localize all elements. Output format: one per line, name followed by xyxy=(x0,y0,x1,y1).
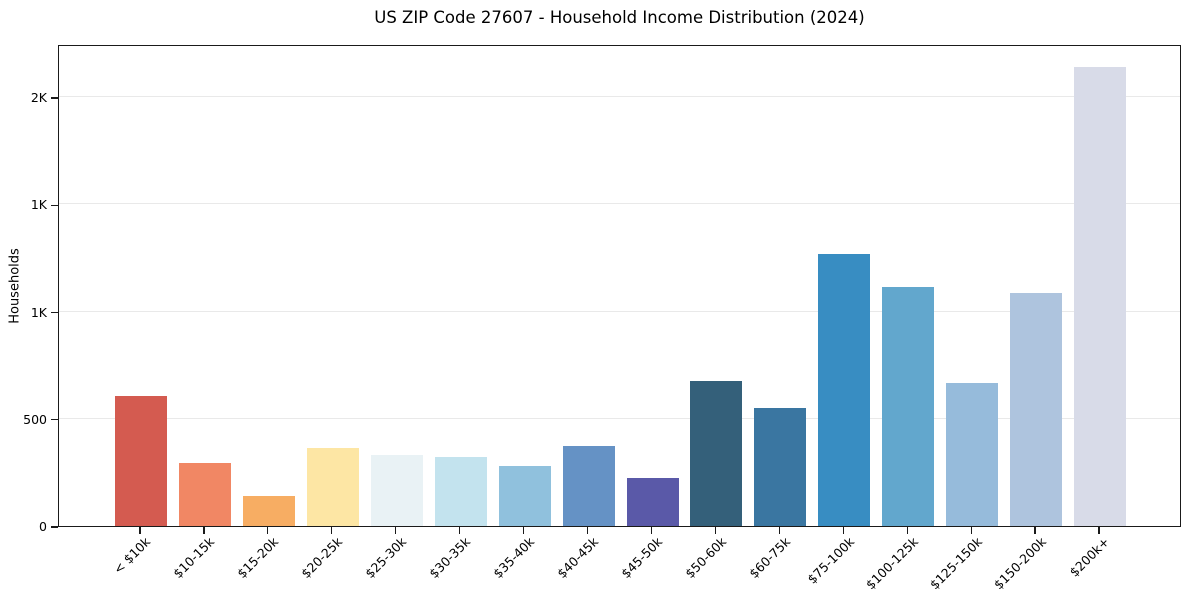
y-tick-mark xyxy=(51,204,58,206)
x-tick-label: $100-125k xyxy=(862,534,921,590)
x-tick-label: $35-40k xyxy=(490,534,538,582)
y-tick-mark xyxy=(51,526,58,528)
bar-$60-75k xyxy=(754,408,807,526)
x-tick-mark xyxy=(139,527,141,534)
x-tick-mark xyxy=(395,527,397,534)
x-tick-mark xyxy=(650,527,653,534)
y-tick-label: 0 xyxy=(39,519,47,535)
bar-$125-150k xyxy=(946,383,999,526)
bar-$20-25k xyxy=(306,447,359,526)
x-tick-mark xyxy=(970,527,972,534)
x-tick-mark xyxy=(203,527,205,534)
y-tick-label: 2K xyxy=(30,90,47,106)
y-tick-label: 1K xyxy=(30,197,47,213)
x-tick-label: $200k+ xyxy=(1066,534,1113,580)
x-tick-label: $75-100k xyxy=(804,534,857,587)
x-tick-label: $20-25k xyxy=(298,534,346,582)
y-tick-mark xyxy=(51,97,58,99)
bar-$15-20k xyxy=(242,496,295,526)
bar-$30-35k xyxy=(434,457,487,526)
x-tick-mark xyxy=(778,527,780,534)
x-tick-label: $10-15k xyxy=(170,534,218,582)
bar-$25-30k xyxy=(370,455,423,526)
x-tick-label: < $10k xyxy=(110,534,154,577)
chart-title: US ZIP Code 27607 - Household Income Dis… xyxy=(374,8,865,27)
gridline-1500 xyxy=(59,203,1180,205)
x-tick-mark xyxy=(586,527,589,534)
x-tick-mark xyxy=(714,527,717,534)
x-tick-label: $25-30k xyxy=(362,534,410,582)
y-tick-label: 500 xyxy=(23,411,47,427)
x-tick-label: $150-200k xyxy=(990,534,1049,590)
gridline-2000 xyxy=(59,96,1180,97)
x-tick-label: $15-20k xyxy=(234,534,282,582)
x-tick-label: $40-45k xyxy=(554,534,602,582)
x-tick-mark xyxy=(906,527,908,534)
bar-$10-15k xyxy=(178,462,231,526)
plot-area xyxy=(58,45,1181,527)
y-tick-label: 1K xyxy=(30,304,47,320)
bar-$35-40k xyxy=(498,465,551,526)
gridline-500 xyxy=(59,417,1180,419)
x-tick-label: $50-60k xyxy=(681,534,729,582)
y-tick-mark xyxy=(51,419,58,421)
x-tick-mark xyxy=(331,527,333,534)
x-tick-label: $45-50k xyxy=(618,534,666,582)
bar-$75-100k xyxy=(818,253,871,526)
bar-< $10k xyxy=(115,396,167,526)
y-tick-mark xyxy=(51,311,58,314)
gridline-1000 xyxy=(59,310,1180,312)
bar-$40-45k xyxy=(562,445,615,526)
x-tick-mark xyxy=(1098,527,1100,534)
x-tick-mark xyxy=(267,527,269,534)
x-tick-mark xyxy=(459,527,461,534)
bar-$100-125k xyxy=(882,286,935,526)
bar-$45-50k xyxy=(626,477,679,526)
bar-$150-200k xyxy=(1010,293,1063,526)
x-tick-mark xyxy=(842,527,844,534)
x-tick-mark xyxy=(1034,527,1036,534)
x-tick-label: $30-35k xyxy=(426,534,474,582)
bar-$200k+ xyxy=(1074,67,1126,526)
x-tick-label: $125-150k xyxy=(926,534,985,590)
bar-$50-60k xyxy=(690,381,743,526)
x-tick-mark xyxy=(522,527,525,534)
x-tick-label: $60-75k xyxy=(745,534,793,582)
